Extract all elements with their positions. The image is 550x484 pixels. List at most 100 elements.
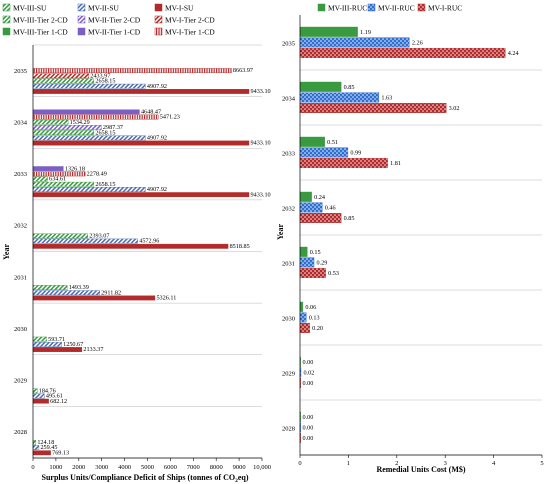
bar-mv-ii-ruc-2035	[299, 37, 410, 48]
left-legend-item-mv-ii-tier-1-cd: MV-II-Tier 1-CD	[77, 27, 141, 37]
bar-label-mv-iii-ruc-2030: 0.06	[305, 304, 316, 311]
bar-mv-i-tier-2-cd-2035	[32, 73, 89, 79]
bar-label-mv-i-su-2030: 2133.37	[83, 346, 103, 353]
bar-label-mv-iii-ruc-2031: 0.15	[310, 249, 321, 256]
bar-mv-ii-ruc-2034	[299, 92, 380, 103]
bar-label-mv-i-su-2032: 8518.85	[230, 243, 250, 250]
bar-mv-i-ruc-2031	[299, 268, 326, 279]
bar-mv-i-su-2030	[32, 347, 83, 352]
bar-label-mv-ii-su-2034: 4907.92	[147, 134, 167, 141]
bar-label-mv-ii-tier-1-cd-2033: 1326.18	[65, 165, 85, 172]
right-legend: MV-III-RUC MV-II-RUC MV-I-RUC	[317, 3, 462, 13]
bar-mv-ii-ruc-2030	[299, 312, 307, 323]
right-bar-labels: 1.19 2.26 4.24 0.85 1.63 3.02 0.51 0.99 1.81 0.24…	[303, 29, 519, 442]
right-legend-swatch	[417, 3, 426, 12]
bar-mv-iii-su-2029	[32, 388, 38, 394]
bar-label-mv-iii-su-2035: 2658.15	[95, 78, 115, 85]
left-legend-item-mv-ii-tier-2-cd: MV-II-Tier 2-CD	[77, 15, 141, 25]
right-y-tick-label: 2028	[282, 425, 295, 432]
bar-label-mv-ii-su-2033: 4907.92	[147, 186, 167, 193]
left-legend-item-mv-i-tier-1-cd: MV-I-Tier 1-CD	[154, 27, 215, 37]
left-legend-label: MV-II-SU	[88, 4, 120, 13]
bar-label-mv-i-su-2035: 9433.10	[251, 88, 271, 95]
left-legend-label: MV-III-SU	[13, 4, 47, 13]
bar-mv-i-ruc-2032	[299, 212, 342, 223]
left-bars	[32, 68, 250, 456]
bar-mv-iii-ruc-2031	[299, 246, 308, 257]
bar-mv-i-su-2032	[32, 243, 229, 249]
bar-label-mv-ii-ruc-2035: 2.26	[412, 40, 423, 47]
bar-label-mv-ii-ruc-2029: 0.02	[303, 370, 314, 377]
bar-label-mv-i-tier-1-cd-2034: 5471.23	[160, 114, 180, 121]
bar-mv-ii-ruc-2031	[299, 257, 315, 268]
right-gridlines	[300, 69, 542, 401]
left-x-axis-label: Surplus Units/Compliance Deficit of Ship…	[42, 473, 249, 484]
bar-mv-i-ruc-2034	[299, 102, 447, 113]
right-x-tick-label: 2	[395, 460, 398, 467]
right-legend-item-mv-iii-ruc: MV-III-RUC	[317, 3, 367, 13]
right-y-ticks: 2035 2034 2033 2032 2031 2030 2029 2028	[282, 40, 296, 432]
bar-mv-i-tier-1-cd-2035	[32, 68, 232, 74]
bar-mv-ii-tier-2-cd-2034	[32, 125, 102, 130]
bar-mv-i-su-2034	[32, 140, 250, 146]
bar-mv-iii-su-2034	[32, 130, 95, 136]
left-legend-swatch	[154, 27, 163, 36]
left-legend-swatch	[2, 15, 11, 24]
left-legend-label: MV-II-Tier 1-CD	[88, 28, 141, 37]
bar-mv-iii-ruc-2030	[299, 301, 304, 312]
left-legend-label: MV-I-SU	[165, 4, 194, 13]
left-legend-swatch	[154, 15, 163, 24]
bar-label-mv-i-su-2029: 682.12	[50, 398, 67, 405]
left-y-tick-label: 2031	[14, 274, 27, 281]
bar-label-mv-i-su-2034: 9433.10	[251, 140, 271, 147]
left-legend-swatch	[154, 3, 163, 12]
bar-mv-iii-su-2031	[32, 285, 68, 290]
left-legend-label: MV-II-Tier 2-CD	[88, 16, 141, 25]
right-y-tick-label: 2035	[282, 40, 295, 47]
bar-mv-ii-su-2033	[32, 187, 146, 192]
left-x-tick-label: 5000	[141, 464, 154, 471]
left-y-tick-label: 2029	[14, 378, 27, 385]
right-x-ticks: 0 1 2 3 4 5	[298, 455, 544, 467]
bar-mv-ii-su-2028	[32, 445, 40, 450]
bar-mv-iii-su-2030	[32, 336, 47, 342]
right-y-tick-label: 2030	[282, 315, 295, 322]
bar-label-mv-ii-ruc-2034: 1.63	[381, 95, 392, 102]
right-legend-swatch	[317, 3, 326, 12]
left-legend: MV-III-SU MV-II-SU MV-I-SU MV-III-Tier 2-CD…	[2, 3, 215, 37]
bar-label-mv-iii-tier-2-cd-2033: 634.61	[49, 176, 66, 183]
left-legend-swatch	[2, 27, 11, 36]
bar-mv-i-ruc-2033	[299, 157, 388, 168]
right-x-tick-label: 5	[540, 460, 543, 467]
bar-label-mv-iii-su-2028: 124.18	[37, 439, 54, 446]
left-legend-label: MV-III-Tier 2-CD	[13, 16, 68, 25]
bar-mv-ii-su-2035	[32, 83, 146, 89]
bar-label-mv-iii-su-2031: 1493.39	[69, 284, 89, 291]
bar-label-mv-i-ruc-2034: 3.02	[449, 105, 460, 112]
bar-mv-iii-ruc-2035	[299, 26, 358, 37]
bar-mv-i-tier-1-cd-2034	[32, 114, 159, 120]
left-legend-label: MV-I-Tier 2-CD	[165, 16, 215, 25]
bar-mv-i-ruc-2030	[299, 323, 310, 334]
bar-label-mv-ii-ruc-2032: 0.46	[325, 205, 336, 212]
bar-mv-ii-su-2034	[32, 135, 146, 141]
bar-mv-iii-su-2035	[32, 78, 95, 84]
right-legend-item-mv-ii-ruc: MV-II-RUC	[367, 4, 415, 13]
left-x-tick-label: 3000	[95, 464, 108, 471]
bar-label-mv-ii-ruc-2028: 0.00	[303, 425, 314, 432]
bar-mv-iii-ruc-2033	[299, 136, 325, 147]
bar-mv-ii-su-2032	[32, 238, 138, 244]
left-legend-item-mv-iii-tier-1-cd: MV-III-Tier 1-CD	[2, 27, 68, 37]
left-y-axis-label: Year	[2, 244, 11, 260]
left-y-tick-label: 2034	[14, 119, 28, 126]
right-legend-label: MV-I-RUC	[428, 4, 462, 13]
left-y-tick-label: 2033	[14, 171, 27, 178]
left-legend-swatch	[77, 3, 86, 12]
left-legend-swatch	[77, 15, 86, 24]
bar-label-mv-ii-su-2031: 2911.82	[101, 289, 121, 296]
bar-label-mv-ii-ruc-2031: 0.29	[317, 260, 328, 267]
right-y-tick-label: 2033	[282, 150, 295, 157]
right-legend-item-mv-i-ruc: MV-I-RUC	[417, 3, 462, 13]
left-legend-swatch	[77, 27, 86, 36]
right-x-tick-label: 0	[298, 460, 301, 467]
